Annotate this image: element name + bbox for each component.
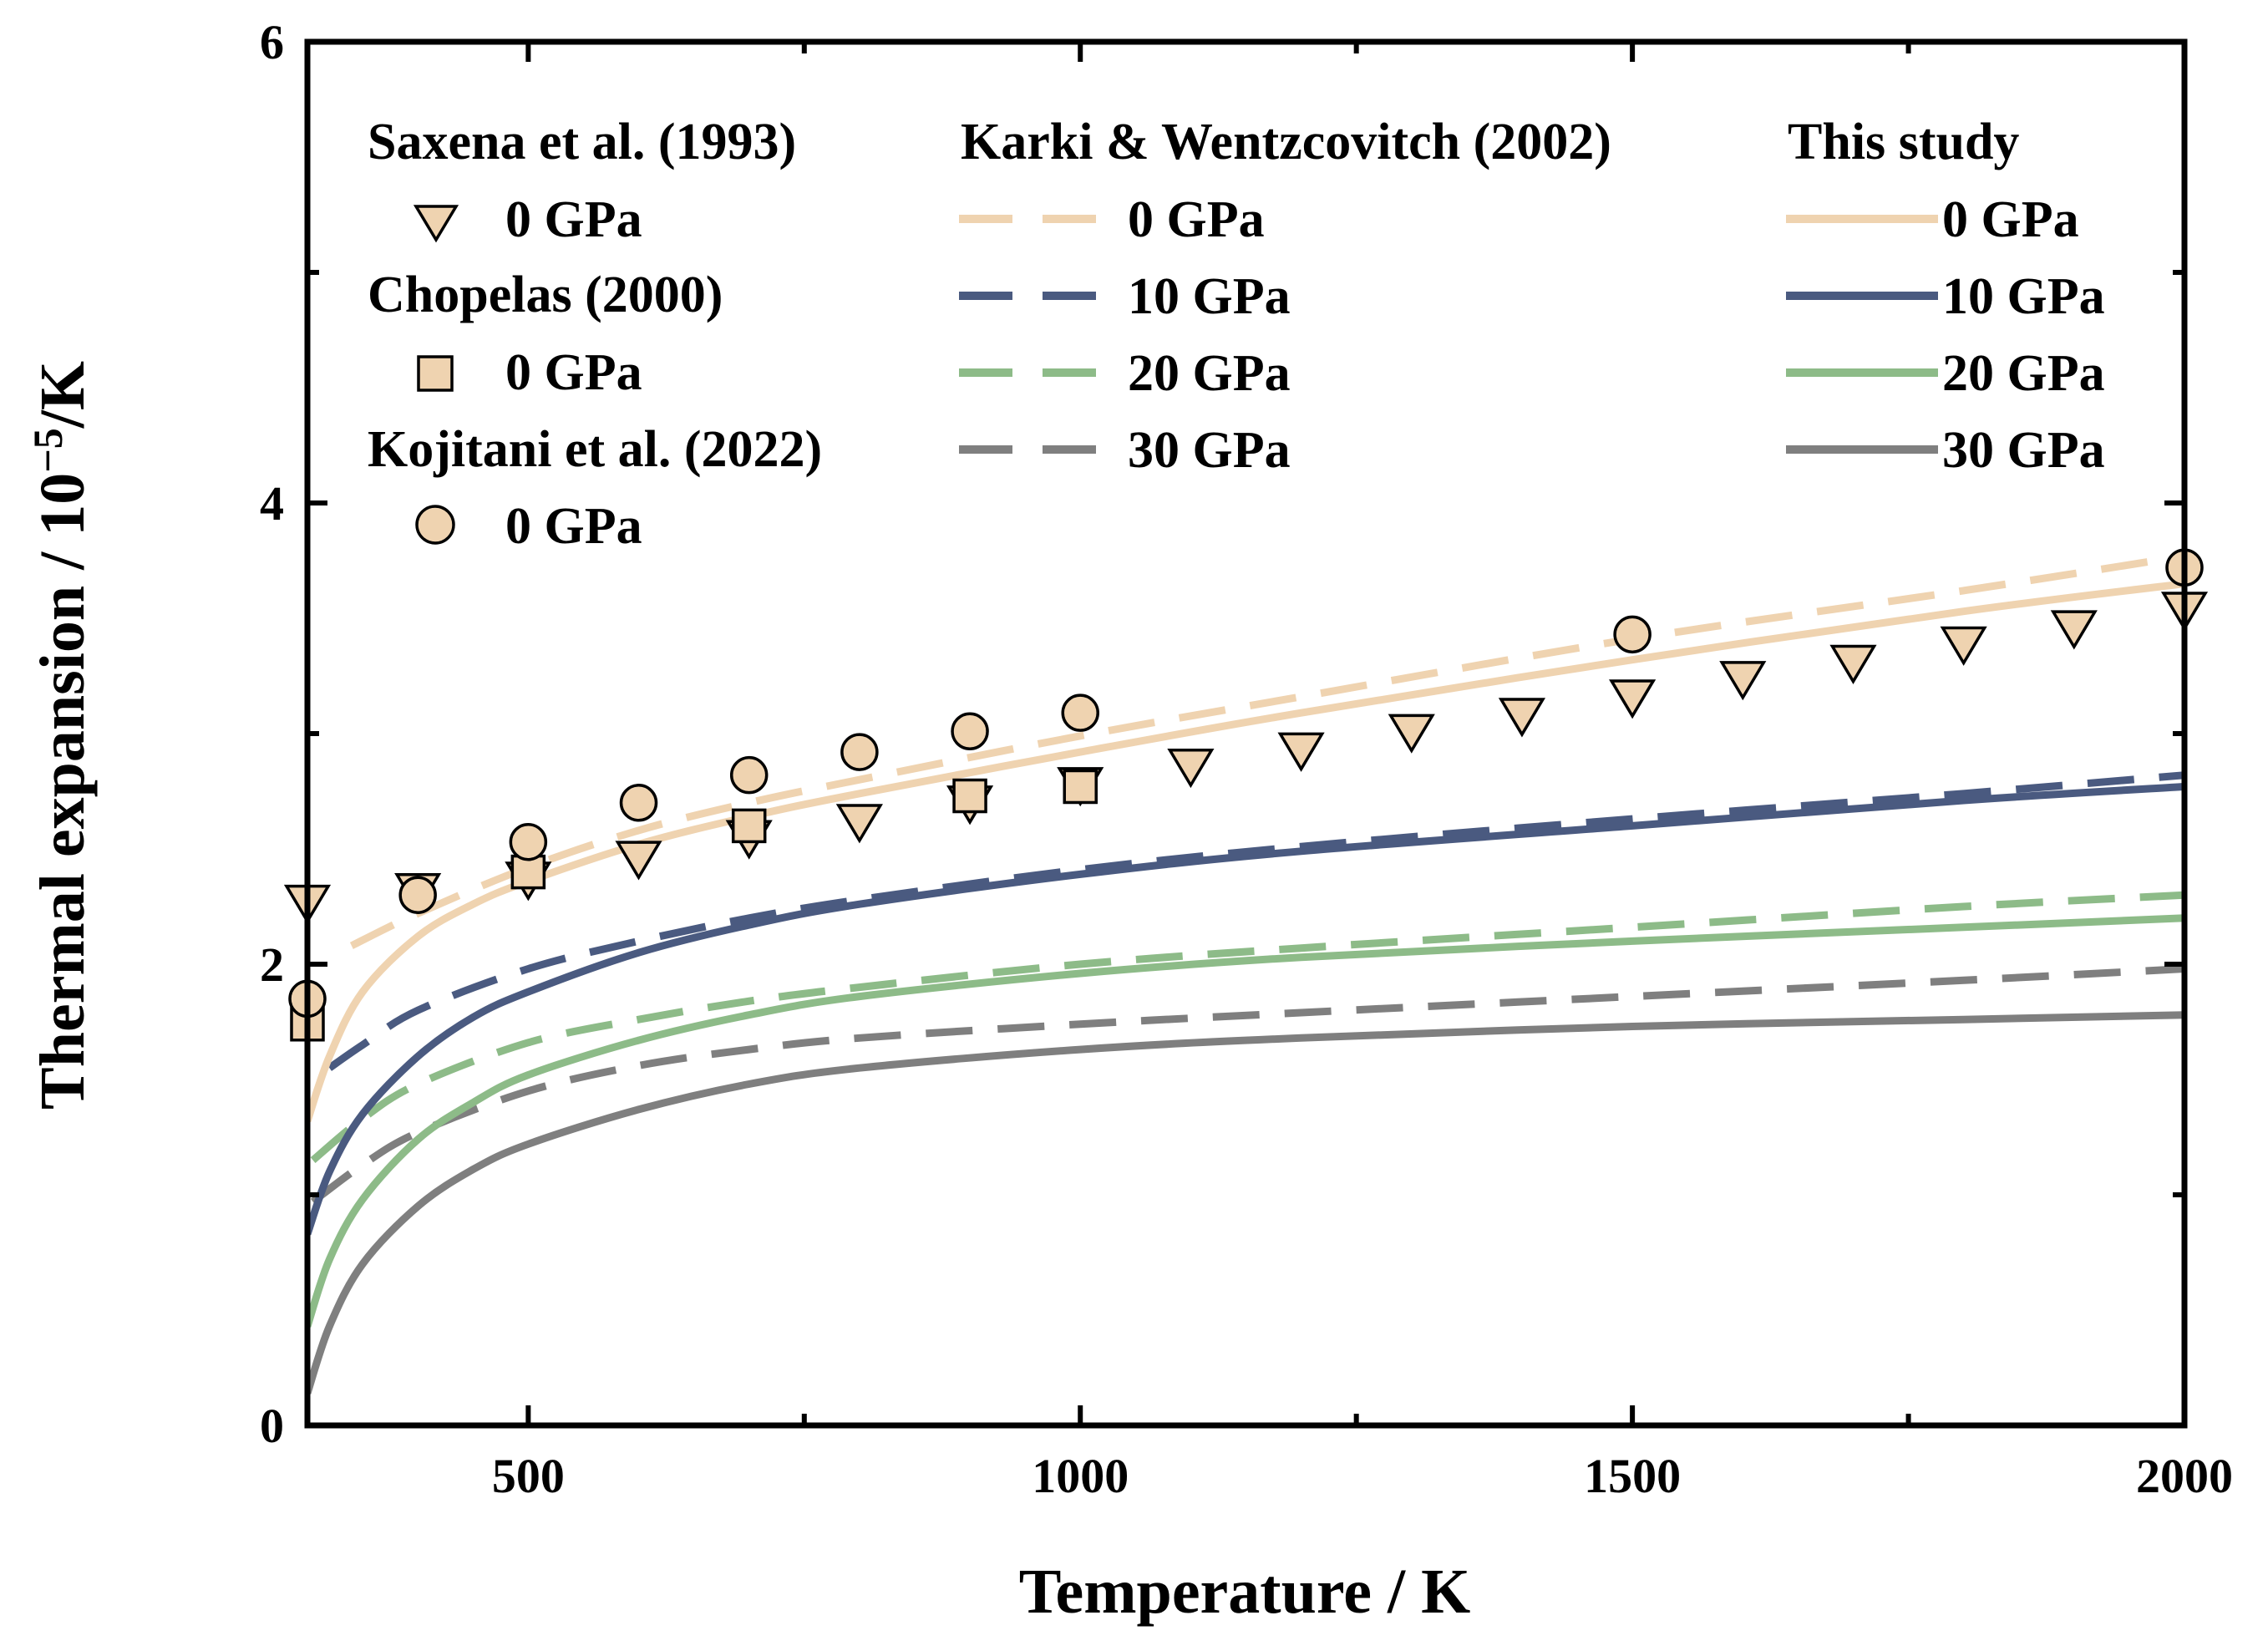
y-axis-title-unit: /K <box>28 361 98 429</box>
y-axis-title: Thermal expansion / 10−5/K <box>24 361 98 1110</box>
marker-chopelas-square <box>1063 769 1098 805</box>
legend-title-saxena: Saxena et al. (1993) <box>368 114 796 170</box>
x-tick-label: 500 <box>492 1449 565 1503</box>
legend: Saxena et al. (1993) 0 GPa Chopelas (200… <box>368 114 2105 555</box>
series-line-this-study-10-gpa <box>307 783 2184 1236</box>
series-line-karki-wentzcovitch-2002-20-gpa <box>310 891 2184 1164</box>
triangle-down-icon <box>413 205 459 243</box>
legend-label-this-0gpa: 0 GPa <box>1942 191 2079 248</box>
legend-label-this-30gpa: 30 GPa <box>1942 422 2105 479</box>
marker-kojitani-circle <box>729 755 769 795</box>
marker-kojitani-circle <box>951 712 989 750</box>
legend-label-karki-10gpa: 10 GPa <box>1128 268 1291 325</box>
marker-saxena-triangle <box>1167 748 1215 789</box>
legend-title-karki: Karki & Wentzcovitch (2002) <box>961 114 1611 170</box>
marker-saxena-triangle <box>615 841 662 881</box>
marker-kojitani-circle <box>840 733 879 771</box>
series-line-this-study-0-gpa <box>307 580 2184 1123</box>
x-tick-label: 1500 <box>1584 1449 1681 1503</box>
marker-saxena-triangle <box>835 804 883 844</box>
marker-saxena-triangle <box>2050 610 2098 650</box>
axis-tick-labels: 500 1000 1500 2000 0 2 4 6 <box>260 15 2233 1503</box>
marker-kojitani-circle <box>619 784 658 822</box>
series-line-karki-wentzcovitch-2002-0-gpa <box>349 552 2184 949</box>
x-tick-label: 2000 <box>2136 1449 2233 1503</box>
marker-chopelas-square <box>952 778 987 814</box>
series-markers <box>283 548 2209 1042</box>
y-tick-label: 0 <box>260 1399 284 1453</box>
marker-saxena-triangle <box>1940 626 1987 666</box>
marker-chopelas-square <box>510 854 546 890</box>
legend-label-karki-30gpa: 30 GPa <box>1128 422 1291 479</box>
marker-chopelas-square <box>731 808 767 844</box>
marker-saxena-triangle <box>1719 661 1767 701</box>
y-axis-title-main: Thermal expansion / 10 <box>28 473 98 1110</box>
marker-kojitani-circle <box>509 822 548 861</box>
marker-kojitani-circle <box>1613 615 1652 654</box>
y-tick-label: 6 <box>260 15 284 69</box>
marker-saxena-triangle <box>1388 714 1435 754</box>
y-axis-title-exponent: −5 <box>24 428 71 473</box>
plot-frame <box>304 38 2188 1429</box>
legend-label-karki-20gpa: 20 GPa <box>1128 345 1291 402</box>
x-axis-title: Temperature / K <box>1019 1557 1470 1627</box>
legend-label-this-10gpa: 10 GPa <box>1942 268 2105 325</box>
legend-label-kojitani-0gpa: 0 GPa <box>505 498 642 555</box>
series-lines <box>307 552 2184 1394</box>
legend-label-saxena-0gpa: 0 GPa <box>505 191 642 248</box>
marker-saxena-triangle <box>1609 679 1657 719</box>
marker-kojitani-circle <box>1061 693 1099 732</box>
marker-saxena-triangle <box>1829 644 1877 684</box>
circle-icon <box>415 505 455 545</box>
y-tick-label: 2 <box>260 937 284 992</box>
series-line-this-study-30-gpa <box>307 1011 2184 1394</box>
legend-title-chopelas: Chopelas (2000) <box>368 267 723 323</box>
legend-label-this-20gpa: 20 GPa <box>1942 345 2105 402</box>
marker-saxena-triangle <box>1498 698 1546 738</box>
marker-saxena-triangle <box>1277 732 1325 772</box>
axis-ticks <box>307 39 2187 1428</box>
square-icon <box>417 355 454 392</box>
legend-title-this-study: This study <box>1788 114 2019 170</box>
marker-kojitani-circle <box>398 876 437 914</box>
series-line-karki-wentzcovitch-2002-10-gpa <box>327 771 2184 1071</box>
series-line-karki-wentzcovitch-2002-30-gpa <box>310 965 2184 1205</box>
legend-label-chopelas-0gpa: 0 GPa <box>505 344 642 401</box>
x-tick-label: 1000 <box>1032 1449 1129 1503</box>
legend-label-karki-0gpa: 0 GPa <box>1128 191 1265 248</box>
legend-title-kojitani: Kojitani et al. (2022) <box>368 421 822 478</box>
y-tick-label: 4 <box>260 476 284 531</box>
series-line-this-study-20-gpa <box>307 914 2184 1328</box>
